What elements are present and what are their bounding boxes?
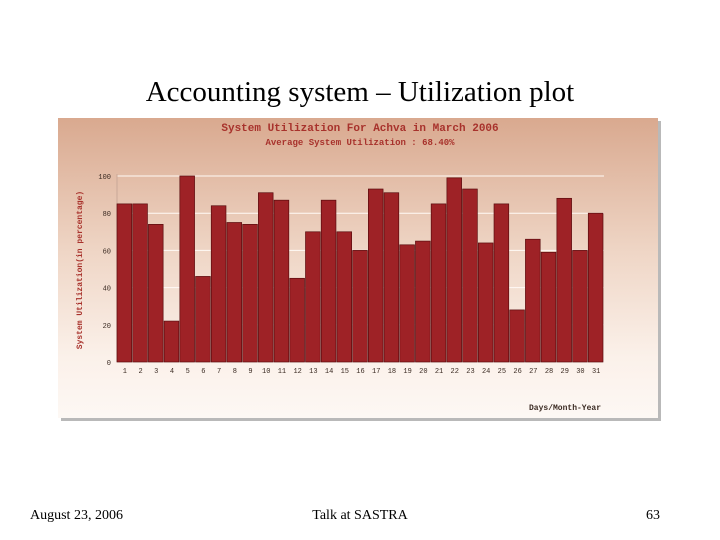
y-tick-label: 60 <box>103 248 111 256</box>
bar-day-19 <box>399 244 415 363</box>
x-tick-label: 22 <box>451 368 459 376</box>
x-tick-label: 17 <box>372 368 380 376</box>
x-tick-label: 29 <box>561 368 569 376</box>
bar-day-24 <box>477 242 494 363</box>
chart-subtitle: Average System Utilization : 68.40% <box>265 138 455 148</box>
x-tick-label: 3 <box>154 368 158 376</box>
x-tick-label: 14 <box>325 368 333 376</box>
bar-day-23 <box>462 188 478 363</box>
chart-panel: System Utilization For Achva in March 20… <box>58 118 658 418</box>
bar-day-26 <box>509 309 525 363</box>
bar-day-14 <box>320 199 337 363</box>
bar-day-12 <box>289 277 305 363</box>
bar-day-18 <box>383 192 400 363</box>
bar-day-21 <box>430 203 447 363</box>
bar-day-30 <box>572 250 588 363</box>
bar-day-31 <box>587 212 604 363</box>
bar-day-9 <box>242 224 258 363</box>
x-tick-label: 27 <box>529 368 537 376</box>
x-tick-label: 25 <box>498 368 506 376</box>
bar-day-5 <box>179 175 195 363</box>
chart-title: System Utilization For Achva in March 20… <box>221 123 498 135</box>
y-tick-labels: 0 20 40 60 80 100 <box>98 174 111 368</box>
x-tick-label: 16 <box>356 368 364 376</box>
x-tick-label: 15 <box>341 368 349 376</box>
y-tick-label: 80 <box>103 211 111 219</box>
bar-day-27 <box>525 238 541 363</box>
footer-talk-title: Talk at SASTRA <box>312 508 408 523</box>
y-axis-label: System Utilization(in percentage) <box>76 191 85 349</box>
x-tick-label: 11 <box>278 368 286 376</box>
x-tick-label: 20 <box>419 368 427 376</box>
x-tick-labels: 1 2 3 4 5 6 7 8 9 10 11 12 13 14 15 16 17 18 19 20 21 22 23 24 2… <box>123 368 601 376</box>
x-tick-label: 2 <box>138 368 142 376</box>
bar-day-7 <box>210 205 227 363</box>
bar-day-2 <box>132 203 148 363</box>
x-tick-label: 1 <box>123 368 127 376</box>
x-tick-label: 7 <box>217 368 221 376</box>
y-tick-label: 20 <box>103 323 111 331</box>
bars <box>116 175 604 363</box>
x-tick-label: 12 <box>293 368 301 376</box>
x-tick-label: 30 <box>576 368 584 376</box>
bar-day-8 <box>226 222 243 363</box>
slide-title: Accounting system – Utilization plot <box>145 76 575 108</box>
bar-day-25 <box>493 203 510 363</box>
bar-day-16 <box>352 250 368 363</box>
x-tick-label: 28 <box>545 368 553 376</box>
x-tick-label: 5 <box>186 368 190 376</box>
bar-day-15 <box>336 231 353 363</box>
bar-day-3 <box>148 224 164 363</box>
bar-day-29 <box>556 197 572 363</box>
x-tick-label: 21 <box>435 368 443 376</box>
y-tick-label: 40 <box>103 286 111 294</box>
x-tick-label: 26 <box>513 368 521 376</box>
bar-day-28 <box>540 251 557 363</box>
footer-date: August 23, 2006 <box>30 508 123 523</box>
x-tick-label: 6 <box>201 368 205 376</box>
x-tick-label: 13 <box>309 368 317 376</box>
bar-day-4 <box>163 320 180 363</box>
bar-day-10 <box>258 192 274 363</box>
x-tick-label: 24 <box>482 368 490 376</box>
x-tick-label: 19 <box>403 368 411 376</box>
bar-day-11 <box>273 199 290 363</box>
x-tick-label: 23 <box>466 368 474 376</box>
y-tick-label: 100 <box>98 174 111 182</box>
y-tick-label: 0 <box>107 360 111 368</box>
x-tick-label: 10 <box>262 368 270 376</box>
x-tick-label: 9 <box>248 368 252 376</box>
x-tick-label: 18 <box>388 368 396 376</box>
footer-page-number: 63 <box>646 508 660 523</box>
bar-day-1 <box>116 203 133 363</box>
bar-day-13 <box>305 231 321 363</box>
utilization-bar-chart: System Utilization For Achva in March 20… <box>76 123 604 413</box>
x-tick-label: 31 <box>592 368 600 376</box>
x-tick-label: 4 <box>170 368 174 376</box>
bar-day-17 <box>368 188 384 363</box>
bar-day-6 <box>195 276 211 363</box>
x-axis-label: Days/Month-Year <box>529 404 601 413</box>
bar-day-22 <box>446 177 462 363</box>
x-tick-label: 8 <box>233 368 237 376</box>
bar-day-20 <box>415 240 431 363</box>
